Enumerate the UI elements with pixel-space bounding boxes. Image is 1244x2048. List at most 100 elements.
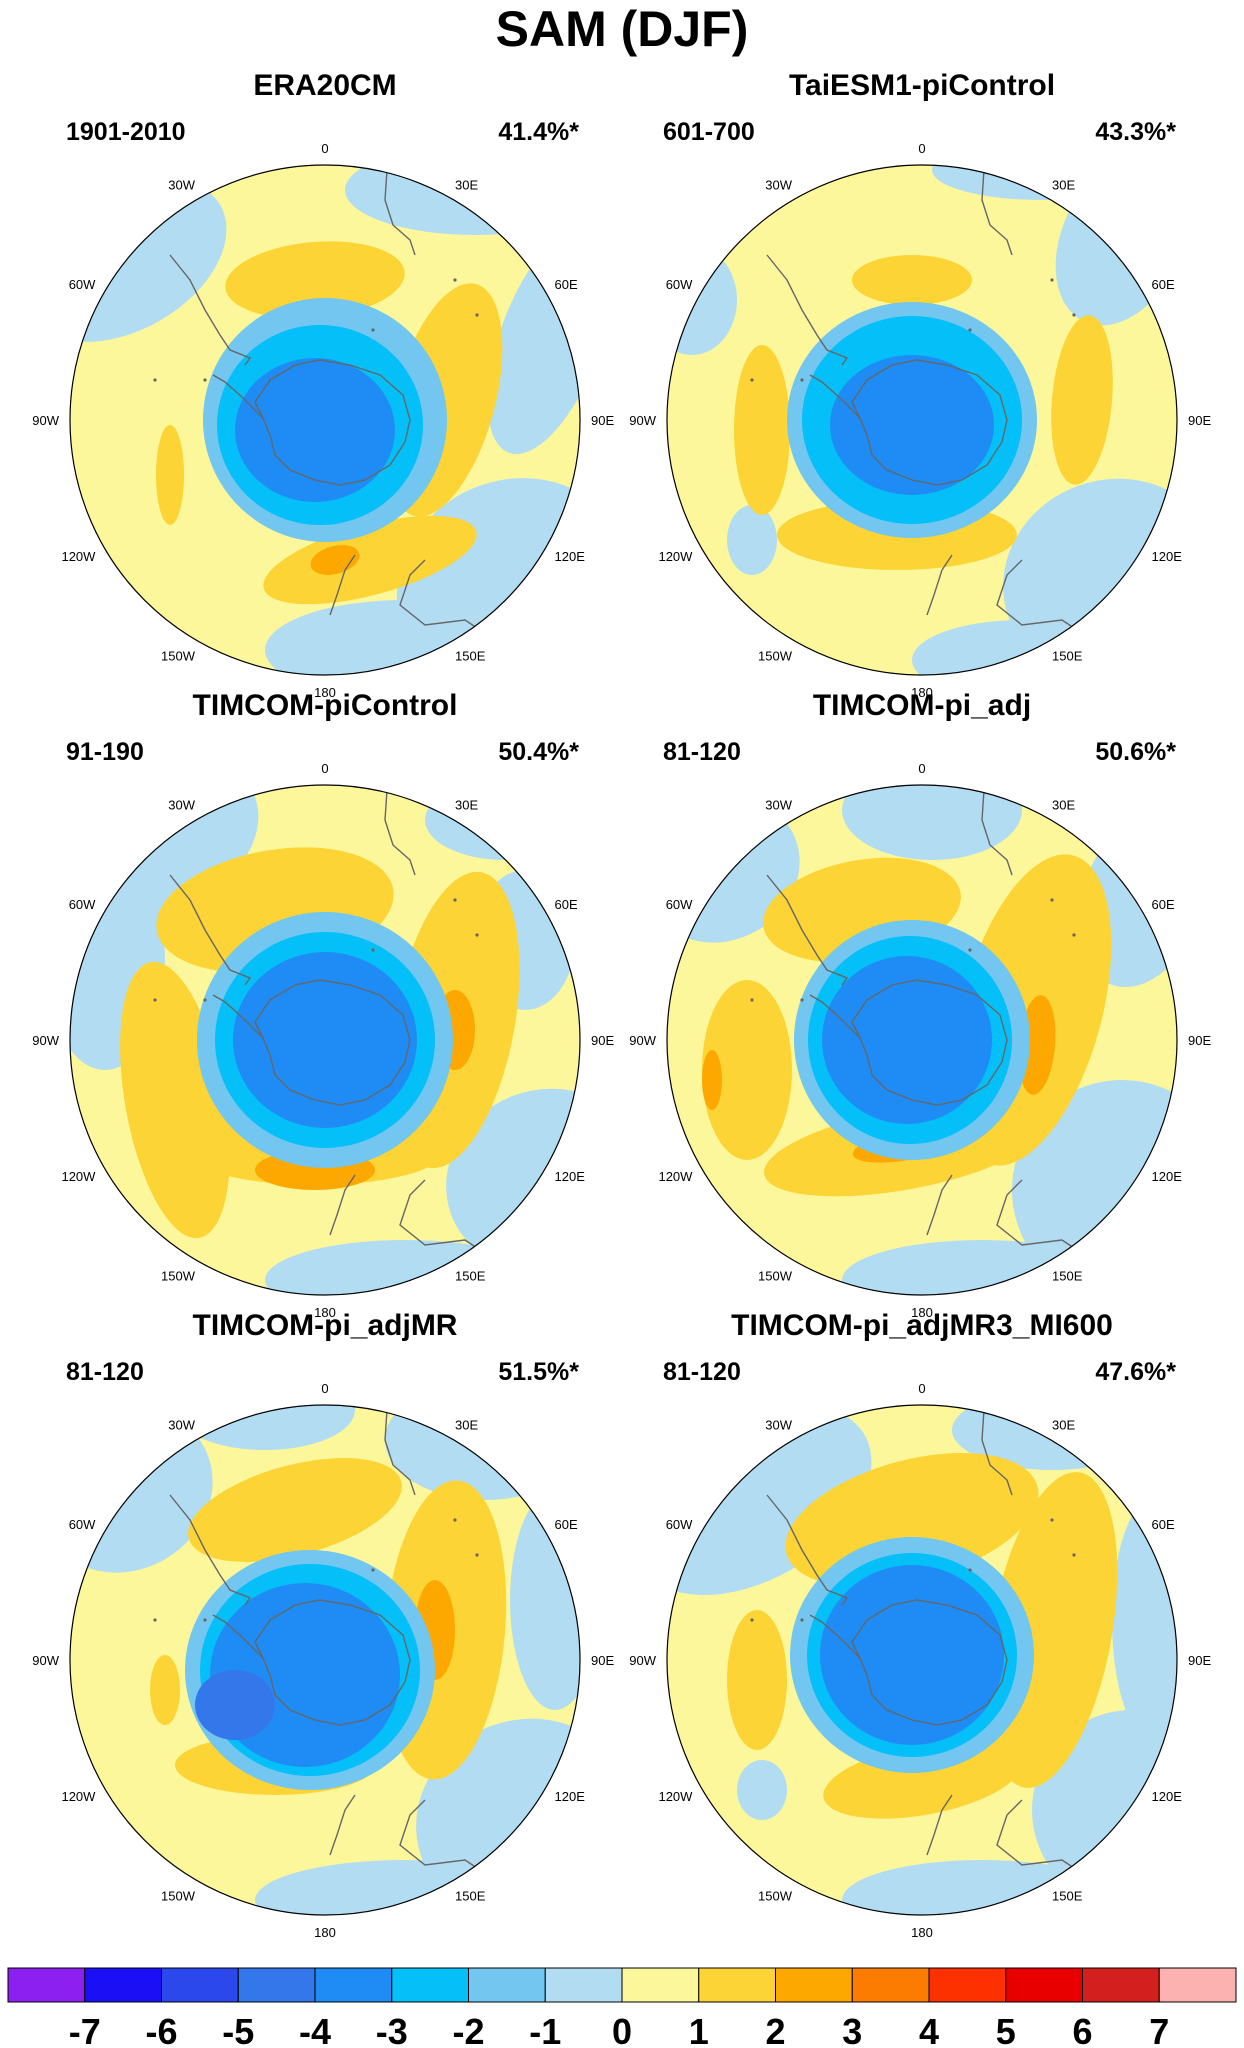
polar-map xyxy=(70,1405,580,1915)
colorbar-label: 4 xyxy=(919,2011,939,2048)
longitude-label: 0 xyxy=(321,141,328,156)
map-border xyxy=(69,784,581,1296)
figure-title: SAM (DJF) xyxy=(495,1,749,57)
longitude-label: 90E xyxy=(1188,413,1211,428)
contour-region xyxy=(702,980,792,1160)
longitude-label: 90E xyxy=(1188,1033,1211,1048)
colorbar-label: 3 xyxy=(842,2011,862,2048)
contour-region xyxy=(156,425,184,525)
panel-period: 91-190 xyxy=(66,738,144,766)
polar-map xyxy=(70,785,580,1295)
colorbar-label: -1 xyxy=(529,2011,561,2048)
island-marker xyxy=(153,998,157,1002)
contour-region xyxy=(1012,1080,1177,1295)
longitude-label: 90W xyxy=(629,413,656,428)
longitude-label: 30W xyxy=(168,797,195,812)
contour-region xyxy=(233,952,417,1128)
longitude-label: 60E xyxy=(555,897,578,912)
longitude-label: 0 xyxy=(321,1381,328,1396)
longitude-label: 30W xyxy=(168,177,195,192)
colorbar: -7 -6 -5 -4 -3 -2 -1 0 1 2 3 4 5 6 7 xyxy=(7,1967,1237,2048)
island-marker xyxy=(1072,933,1076,937)
contour-region xyxy=(195,1670,275,1740)
contour-region xyxy=(150,1655,180,1725)
island-marker xyxy=(968,328,972,332)
longitude-label: 30E xyxy=(455,1417,478,1432)
panel-period: 81-120 xyxy=(663,738,741,766)
panel-title: TIMCOM-pi_adj xyxy=(813,689,1031,722)
island-marker xyxy=(750,1618,754,1622)
contour-region xyxy=(255,1860,555,1915)
island-marker xyxy=(1072,1553,1076,1557)
contour-region xyxy=(702,1050,722,1110)
coastline xyxy=(809,1614,861,1659)
longitude-label: 30W xyxy=(765,1417,792,1432)
polar-map xyxy=(70,165,580,675)
coastline xyxy=(254,359,411,486)
contour-region xyxy=(912,620,1132,675)
colorbar-swatch xyxy=(1005,1967,1083,2003)
map-border xyxy=(69,164,581,676)
longitude-label: 0 xyxy=(321,761,328,776)
colorbar-label: 2 xyxy=(765,2011,785,2048)
coastline xyxy=(851,359,1008,486)
coastline xyxy=(851,979,1008,1106)
colorbar-label: -4 xyxy=(299,2011,331,2048)
colorbar-swatch xyxy=(1158,1967,1237,2003)
coastline xyxy=(329,1174,356,1236)
longitude-label: 0 xyxy=(918,141,925,156)
longitude-label: 180 xyxy=(314,685,336,700)
colorbar-label: -5 xyxy=(222,2011,254,2048)
longitude-label: 60W xyxy=(666,1517,693,1532)
colorbar-label: -6 xyxy=(145,2011,177,2048)
contour-region xyxy=(830,355,994,495)
longitude-label: 30W xyxy=(765,177,792,192)
map-border xyxy=(666,164,1178,676)
longitude-label: 60W xyxy=(69,277,96,292)
colorbar-label: 6 xyxy=(1072,2011,1092,2048)
longitude-label: 180 xyxy=(911,685,933,700)
coastline xyxy=(212,994,264,1039)
colorbar-swatch xyxy=(84,1967,162,2003)
colorbar-swatch xyxy=(237,1967,316,2003)
contour-region xyxy=(842,785,1022,860)
island-marker xyxy=(371,948,375,952)
longitude-label: 120E xyxy=(1152,1789,1183,1804)
longitude-label: 150E xyxy=(455,1269,486,1284)
colorbar-swatch xyxy=(1082,1967,1160,2003)
island-marker xyxy=(203,998,207,1002)
panel-period: 1901-2010 xyxy=(66,118,186,146)
longitude-label: 150W xyxy=(758,1889,793,1904)
coastline xyxy=(926,554,953,616)
longitude-label: 60W xyxy=(69,897,96,912)
colorbar-label: 1 xyxy=(689,2011,709,2048)
coastlines xyxy=(750,169,1168,641)
contour-region xyxy=(820,1565,1004,1745)
coastline xyxy=(926,1794,953,1856)
coastline xyxy=(981,1409,1013,1496)
island-marker xyxy=(203,378,207,382)
longitude-label: 90E xyxy=(1188,1653,1211,1668)
map-panel: TIMCOM-piControl 91-190 50.4%* 0 30E 60E 90E 12… xyxy=(32,689,614,1320)
longitude-label: 0 xyxy=(918,761,925,776)
longitude-label: 150E xyxy=(1052,649,1083,664)
colorbar-swatch xyxy=(851,1967,930,2003)
contour-region xyxy=(385,1405,580,1500)
panel-title: TIMCOM-pi_adjMR3_MI600 xyxy=(731,1309,1113,1342)
island-marker xyxy=(1072,313,1076,317)
contour-region xyxy=(727,505,777,575)
panel-variance: 50.4%* xyxy=(498,738,579,766)
coastline xyxy=(384,169,416,256)
island-marker xyxy=(750,998,754,1002)
island-marker xyxy=(153,1618,157,1622)
panel-period: 81-120 xyxy=(66,1358,144,1386)
coastline xyxy=(851,1599,1008,1726)
colorbar-swatch xyxy=(391,1967,469,2003)
coastline xyxy=(169,874,252,986)
panels-layer: ERA20CM 1901-2010 41.4%* 0 30E 60E 90E 120E 150E… xyxy=(32,69,1211,1940)
longitude-label: 120E xyxy=(1152,1169,1183,1184)
map-panel: ERA20CM 1901-2010 41.4%* 0 30E 60E 90E 120E 150E… xyxy=(32,69,614,700)
longitude-label: 150W xyxy=(161,649,196,664)
longitude-label: 120E xyxy=(555,549,586,564)
colorbar-label: 7 xyxy=(1149,2011,1169,2048)
